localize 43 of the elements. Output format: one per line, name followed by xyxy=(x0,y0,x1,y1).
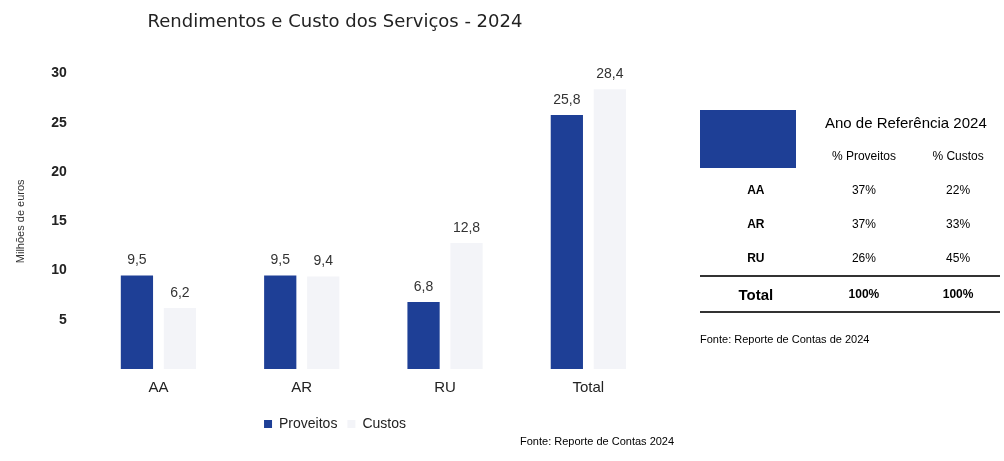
category-label: % Proveitos xyxy=(830,148,897,165)
data-label: 9,4 xyxy=(313,252,334,269)
y-tick-label: 20 xyxy=(51,162,67,179)
data-label: 28,4 xyxy=(596,65,624,82)
text: 100% xyxy=(942,287,974,301)
text: 37% xyxy=(851,217,876,231)
category-label: AR xyxy=(747,217,765,231)
x-tick-label: AR xyxy=(291,378,313,396)
bar xyxy=(407,302,440,369)
data-label: 12,8 xyxy=(452,218,481,235)
y-tick-label: 15 xyxy=(51,212,67,229)
x-tick-label: Total xyxy=(572,378,605,396)
source-note: Fonte: Reporte de Contas 2024 xyxy=(520,435,675,447)
y-axis-title: Milhões de euros xyxy=(13,178,26,264)
text: 26% xyxy=(851,251,876,265)
x-tick-label: RU xyxy=(434,378,456,396)
category-label: Total xyxy=(738,285,774,303)
data-label: 6,8 xyxy=(413,277,434,294)
data-label: 9,5 xyxy=(127,251,147,268)
y-tick-label: 10 xyxy=(51,261,67,278)
data-label: 9,5 xyxy=(270,251,291,268)
text: 22% xyxy=(946,183,971,197)
chart-title: Rendimentos e Custo dos Serviços - 2024 xyxy=(147,10,523,32)
x-tick-label: AA xyxy=(148,378,169,396)
data-label: 25,8 xyxy=(553,90,581,107)
bar xyxy=(120,275,154,369)
text: Ano de Referência 2024 xyxy=(823,112,988,133)
bar xyxy=(264,275,297,369)
legend-label: Proveitos xyxy=(279,414,338,431)
bar xyxy=(550,114,583,369)
data-label: 6,2 xyxy=(170,283,190,300)
text: 45% xyxy=(946,251,971,265)
category-label: % Custos xyxy=(931,148,985,165)
y-tick-label: 30 xyxy=(51,64,67,81)
category-label: RU xyxy=(747,251,765,265)
category-label: AA xyxy=(747,183,765,197)
legend-label: Custos xyxy=(362,414,406,431)
source-note: Fonte: Reporte de Contas de 2024 xyxy=(700,333,871,345)
text: 100% xyxy=(848,287,880,301)
y-tick-label: 25 xyxy=(51,113,67,130)
text: 37% xyxy=(851,183,876,197)
text: 33% xyxy=(946,217,971,231)
y-tick-label: 5 xyxy=(58,310,67,327)
